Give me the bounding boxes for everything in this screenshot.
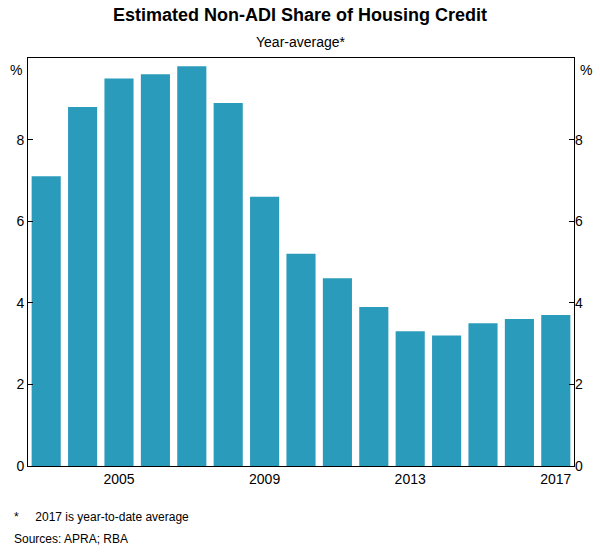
svg-text:4: 4 — [16, 295, 24, 311]
svg-text:0: 0 — [16, 458, 24, 474]
svg-text:0: 0 — [575, 458, 583, 474]
svg-text:%: % — [10, 62, 22, 78]
svg-text:Year-average*: Year-average* — [256, 34, 346, 50]
svg-text:8: 8 — [575, 132, 583, 148]
svg-text:Sources: APRA; RBA: Sources: APRA; RBA — [14, 532, 128, 546]
svg-text:2: 2 — [16, 376, 24, 392]
svg-text:2017: 2017 — [540, 471, 571, 487]
svg-text:2013: 2013 — [395, 471, 426, 487]
svg-text:%: % — [580, 62, 592, 78]
svg-text:8: 8 — [16, 132, 24, 148]
svg-text:6: 6 — [575, 213, 583, 229]
svg-text:2009: 2009 — [249, 471, 280, 487]
svg-text:2005: 2005 — [103, 471, 134, 487]
svg-text:6: 6 — [16, 213, 24, 229]
svg-text:Estimated Non-ADI Share of Hou: Estimated Non-ADI Share of Housing Credi… — [113, 5, 487, 25]
svg-text:* 2017 is year-to-date ave: * 2017 is year-to-date average — [14, 510, 189, 524]
svg-text:4: 4 — [575, 295, 583, 311]
svg-text:2: 2 — [575, 376, 583, 392]
